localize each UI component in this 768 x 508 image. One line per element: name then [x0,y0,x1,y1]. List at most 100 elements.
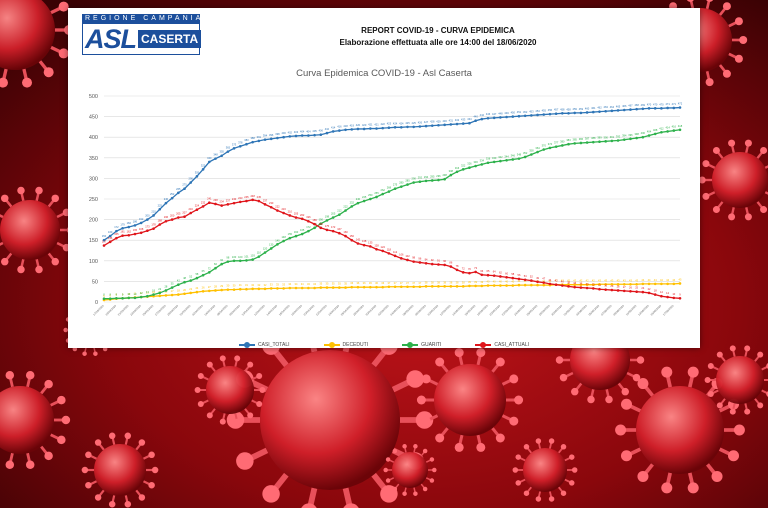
data-label: 224 [195,204,200,208]
data-point [387,285,391,289]
data-label: 70 [468,267,471,271]
data-point [666,282,669,286]
data-label: 33 [592,282,595,286]
data-label: 30 [226,284,229,288]
data-point [424,124,428,128]
x-tick-label: 11/06/2020 [625,304,638,317]
data-label: 421 [368,123,373,127]
data-point [362,285,366,289]
data-point [108,297,112,301]
data-point [561,112,564,115]
data-point [666,106,669,110]
data-point [678,282,682,285]
data-label: 32 [257,283,260,287]
data-point [480,284,484,288]
data-point [276,136,279,140]
data-point [195,276,199,280]
legend-swatch [475,342,492,348]
data-point [598,110,601,113]
data-label: 11 [134,291,137,295]
data-label: 447 [492,112,497,116]
data-point [356,201,360,205]
data-point [226,150,230,153]
data-point [579,283,583,286]
data-label: 43 [635,278,638,282]
data-point [598,140,601,144]
data-label: 408 [653,128,658,132]
data-label: 10 [127,292,130,296]
y-tick-label: 200 [89,218,98,224]
data-label: 34 [307,282,310,286]
data-point [251,140,254,144]
data-point [238,144,242,148]
data-label: 42 [561,279,564,283]
data-point [300,217,304,221]
data-point [598,282,601,286]
data-label: 86 [449,261,452,265]
virus-particle [704,345,768,415]
data-point [133,224,137,227]
data-label: 280 [399,181,404,185]
data-point [164,201,168,205]
data-point [307,229,310,233]
data-point [331,130,335,133]
data-label: 459 [579,107,584,111]
data-point [511,115,515,118]
data-label: 72 [462,266,465,270]
data-label: 40 [499,280,502,284]
data-label: 210 [288,209,293,213]
data-label: 396 [628,133,633,137]
data-label: 44 [666,278,669,282]
x-tick-label: 09/06/2020 [612,304,625,317]
data-label: 38 [456,280,459,284]
data-label: 30 [604,284,607,288]
x-tick-label: 16/05/2020 [464,304,477,317]
data-label: 295 [430,174,435,178]
data-label: 161 [120,230,125,234]
data-label: 434 [467,117,472,121]
data-point [604,282,607,286]
data-label: 410 [325,127,330,131]
data-point [536,113,539,117]
x-tick-label: 08/05/2020 [414,304,427,317]
data-point [344,128,347,132]
data-label: 37 [412,281,415,285]
data-point [461,122,465,125]
data-point [183,280,186,284]
data-point [424,179,428,183]
data-point [455,268,459,272]
x-tick-label: 30/05/2020 [550,304,563,317]
data-point [282,135,285,139]
data-label: 112 [393,250,398,254]
x-tick-label: 28/04/2020 [352,304,365,317]
series-line-guariti [104,129,681,300]
data-point [263,251,267,254]
data-label: 25 [635,286,638,290]
data-label: 42 [177,279,180,283]
data-label: 465 [616,104,621,108]
data-label: 338 [486,157,491,161]
data-label: 424 [393,121,398,125]
data-point [641,107,645,111]
data-label: 240 [356,197,361,201]
legend-item-casi_attuali: CASI_ATTUALI [475,340,529,350]
data-point [307,286,310,290]
data-label: 414 [331,125,336,129]
data-label: 472 [678,102,683,106]
data-label: 18 [654,289,657,293]
data-point [201,205,205,208]
y-tick-label: 500 [89,94,98,100]
data-label: 188 [158,219,163,223]
data-point [344,286,347,289]
data-point [443,263,446,267]
data-label: 130 [269,242,274,246]
data-label: 14 [660,290,663,294]
data-label: 452 [523,110,528,114]
data-point [220,262,223,266]
x-tick-label: 30/04/2020 [364,304,377,317]
data-point [455,285,459,288]
data-label: 32 [264,283,267,287]
data-point [641,282,645,286]
data-point [146,229,149,233]
data-point [418,261,422,264]
